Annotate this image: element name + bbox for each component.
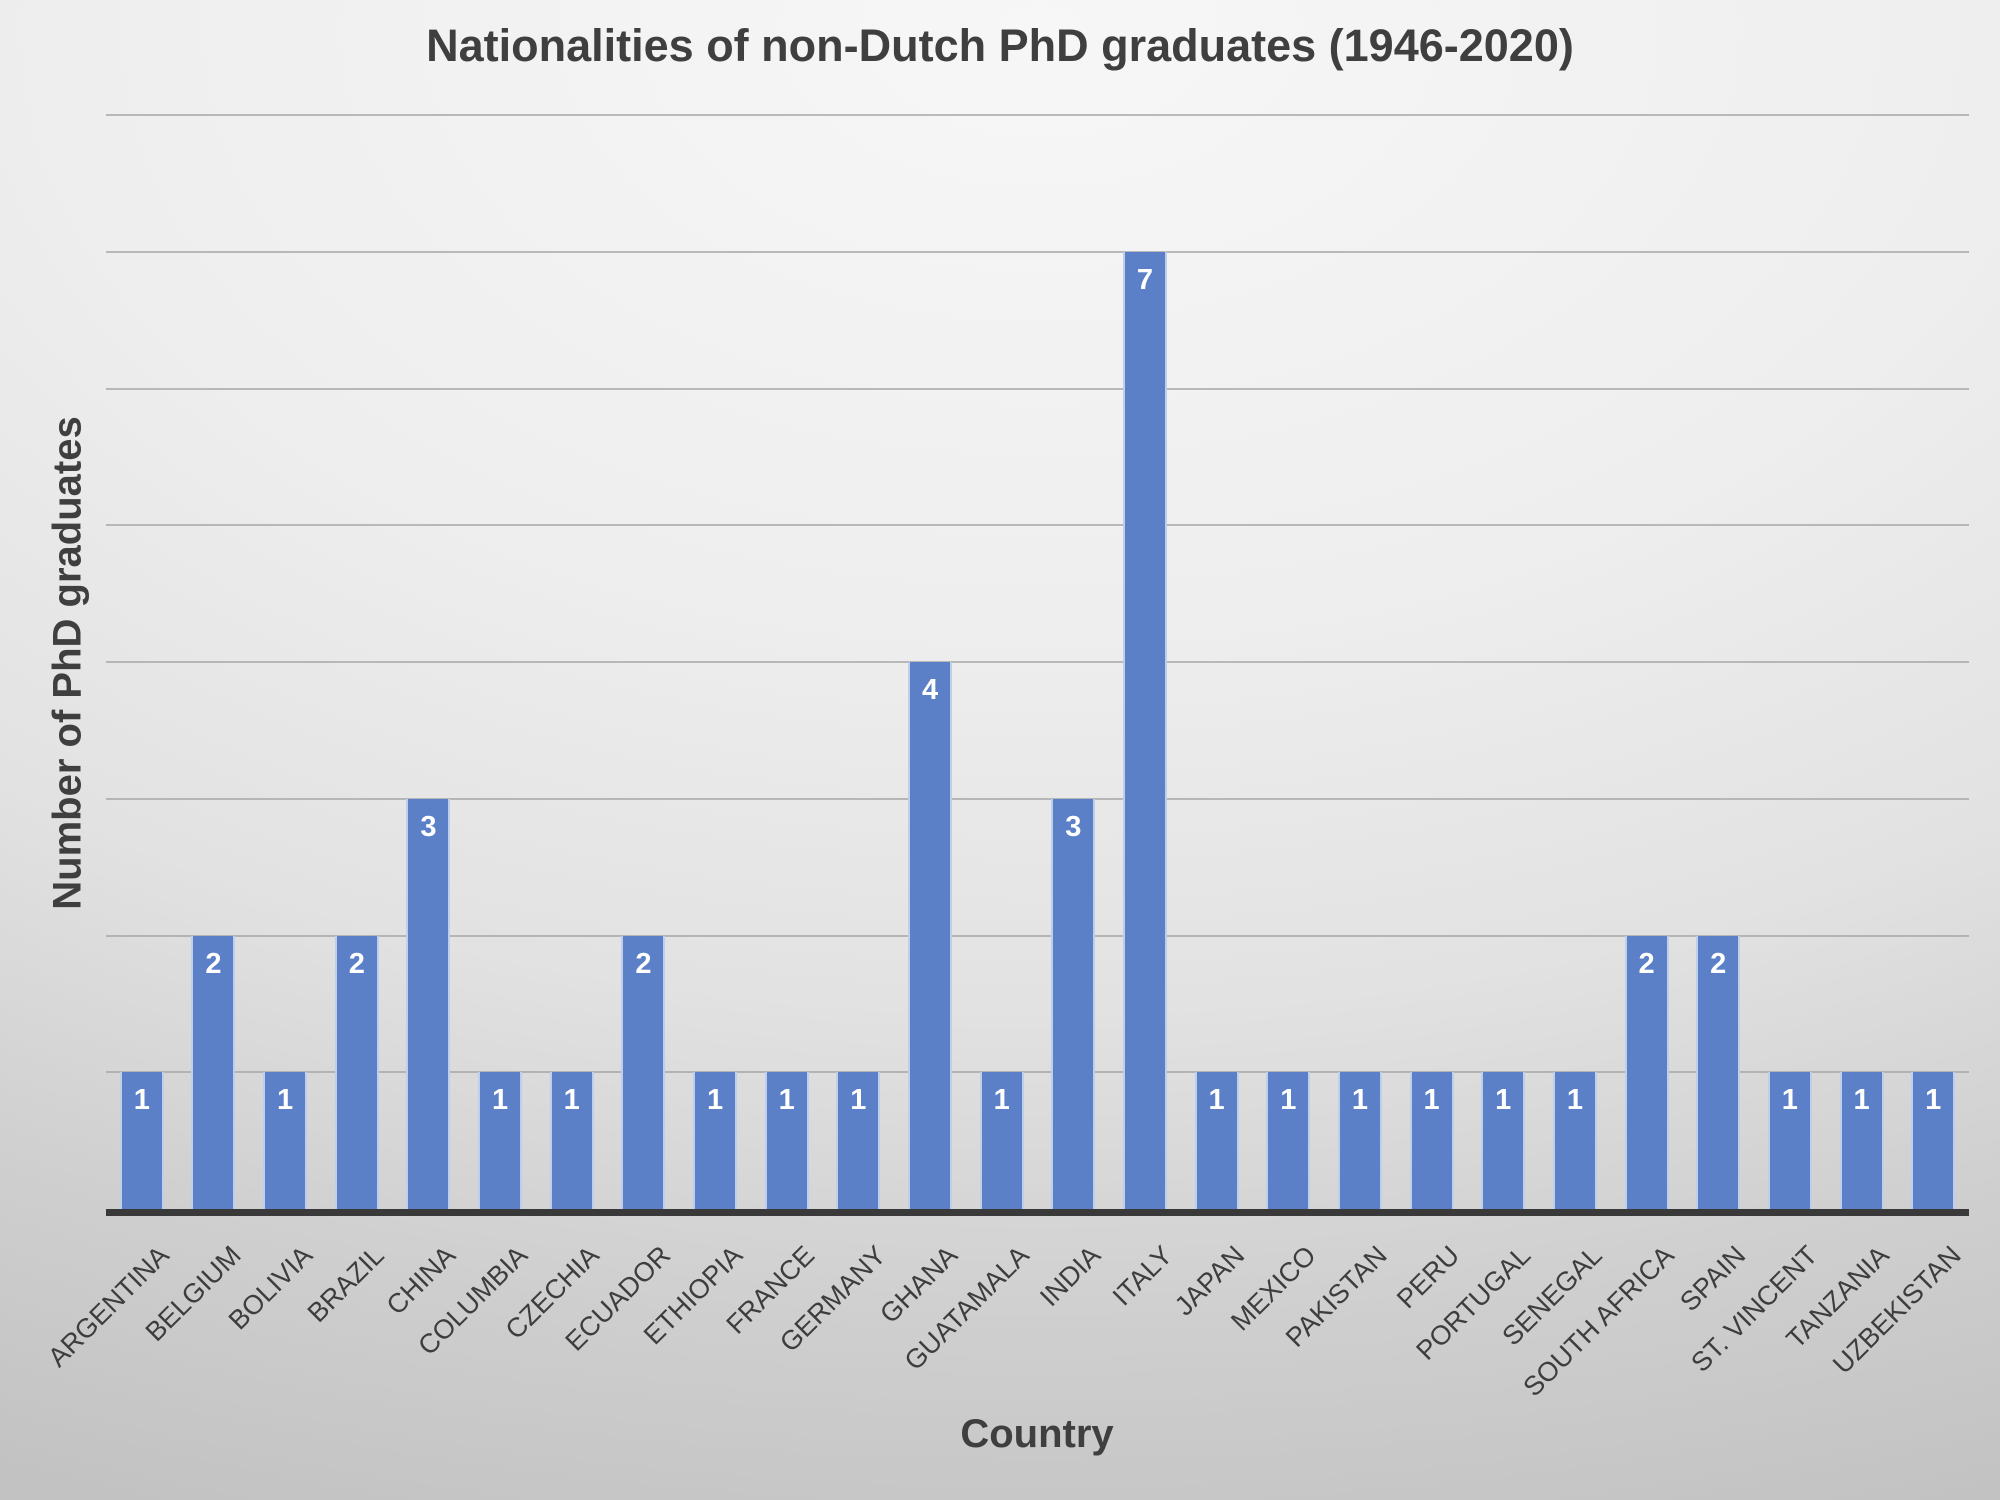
bar-value-label: 1 <box>1351 1084 1368 1117</box>
bar: 1 <box>764 1072 809 1209</box>
bar-value-label: 1 <box>993 1084 1010 1117</box>
bar-value-label: 1 <box>1925 1084 1942 1117</box>
bar-value-label: 1 <box>563 1084 580 1117</box>
bar: 3 <box>1051 798 1096 1209</box>
category-label: UZBEKISTAN <box>1826 1240 1967 1380</box>
bar-value-label: 1 <box>277 1084 294 1117</box>
bar-value-label: 1 <box>850 1084 867 1117</box>
bar-value-label: 1 <box>1280 1084 1297 1117</box>
bar: 1 <box>693 1072 738 1209</box>
bar: 4 <box>908 662 953 1209</box>
gridline <box>106 250 1969 253</box>
category-label: ITALY <box>1106 1240 1179 1312</box>
bar: 1 <box>1767 1072 1812 1209</box>
bar: 1 <box>549 1072 594 1209</box>
chart-title: Nationalities of non-Dutch PhD graduates… <box>426 20 1574 71</box>
bar: 1 <box>263 1072 308 1209</box>
bar-value-label: 1 <box>1566 1084 1583 1117</box>
gridline <box>106 934 1969 937</box>
bar: 1 <box>1839 1072 1884 1209</box>
bar: 1 <box>1481 1072 1526 1209</box>
bar-value-label: 1 <box>1423 1084 1440 1117</box>
bar-value-label: 4 <box>921 674 939 706</box>
bar: 1 <box>119 1072 164 1209</box>
x-axis-title: Country <box>960 1412 1114 1456</box>
bar-value-label: 3 <box>1065 810 1082 843</box>
bar: 2 <box>334 935 379 1209</box>
gridline <box>106 524 1969 527</box>
bar-value-label: 7 <box>1136 263 1154 296</box>
bar: 1 <box>1194 1072 1239 1209</box>
bar-value-label: 2 <box>205 947 222 980</box>
bar: 2 <box>191 935 236 1209</box>
bar-value-label: 3 <box>420 810 437 843</box>
bar-value-label: 1 <box>1495 1084 1512 1117</box>
bar: 3 <box>406 798 451 1209</box>
bar-value-label: 1 <box>1853 1084 1870 1117</box>
gridline <box>106 661 1969 663</box>
bar: 1 <box>1911 1072 1956 1209</box>
bar-value-label: 1 <box>706 1084 724 1117</box>
bar: 2 <box>621 935 666 1209</box>
bar: 1 <box>979 1072 1024 1209</box>
bar: 1 <box>1266 1072 1311 1209</box>
bar: 1 <box>1337 1072 1382 1209</box>
bar: 7 <box>1122 251 1167 1209</box>
bar-value-label: 1 <box>133 1084 150 1117</box>
gridline <box>106 797 1969 800</box>
bar-value-label: 2 <box>1710 947 1727 980</box>
category-label: ARGENTINA <box>42 1240 176 1373</box>
category-label: INDIA <box>1034 1240 1107 1313</box>
bar-value-label: 2 <box>635 947 652 980</box>
gridline <box>106 1071 1969 1074</box>
bar-value-label: 1 <box>1781 1084 1798 1117</box>
bar: 1 <box>478 1072 523 1209</box>
bar-value-label: 1 <box>492 1084 509 1117</box>
bar: 2 <box>1696 935 1741 1209</box>
bar-value-label: 1 <box>778 1084 795 1117</box>
bar: 1 <box>836 1072 881 1209</box>
category-label: GUATAMALA <box>898 1240 1035 1377</box>
gridline <box>106 114 1969 116</box>
bar: 1 <box>1552 1072 1597 1209</box>
category-label: BRAZIL <box>301 1240 390 1329</box>
bar: 2 <box>1624 935 1669 1209</box>
bar-value-label: 2 <box>1638 947 1655 980</box>
bar-value-label: 1 <box>1208 1084 1225 1117</box>
bar-value-label: 2 <box>348 947 365 980</box>
gridline <box>106 387 1969 390</box>
bar: 1 <box>1409 1072 1454 1209</box>
